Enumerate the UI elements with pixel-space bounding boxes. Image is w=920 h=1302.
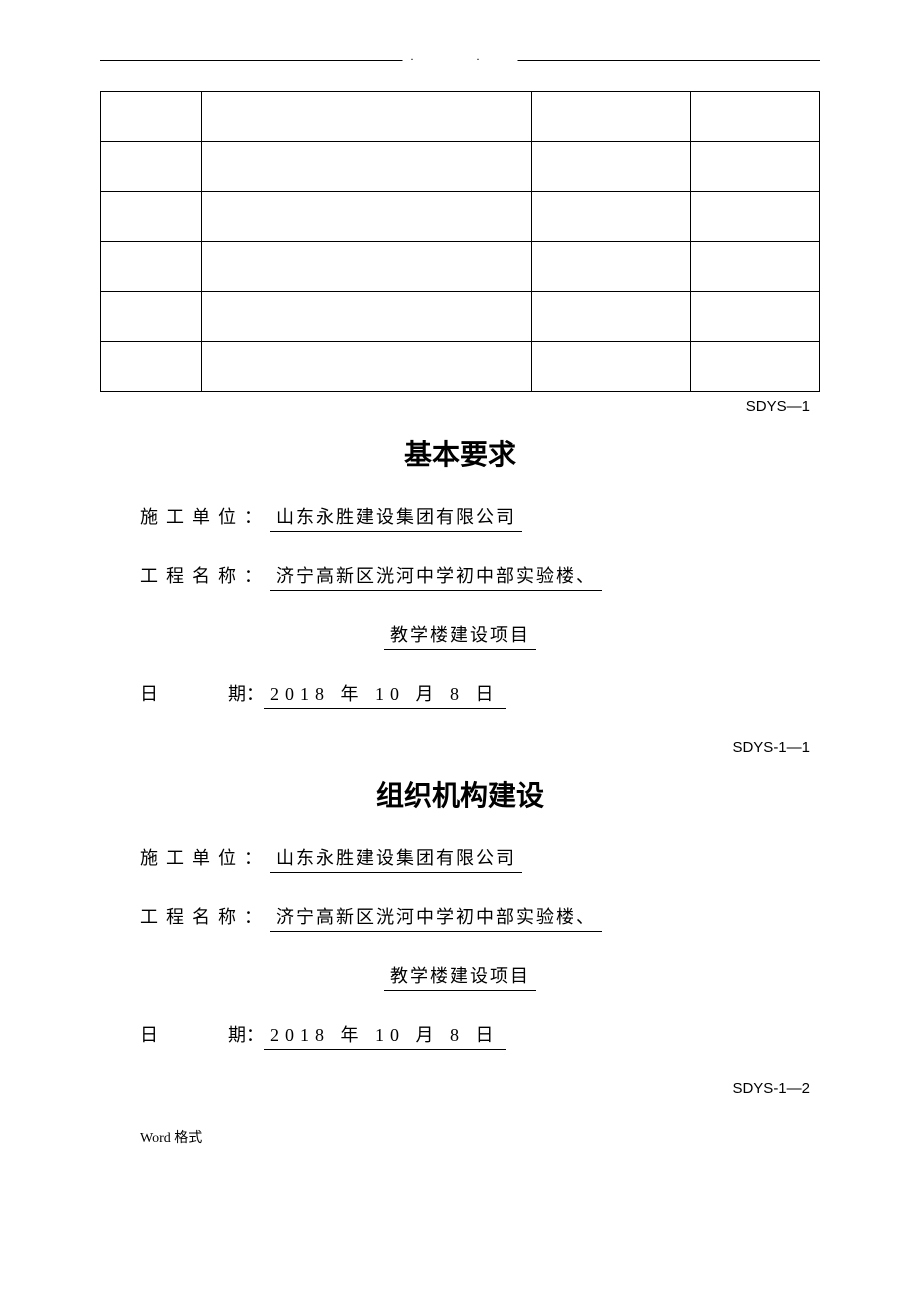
section2-code: SDYS-1—1	[100, 739, 820, 756]
project-value-line1: 济宁高新区洸河中学初中部实验楼、	[270, 903, 602, 932]
section1-project-row: 工程名称： 济宁高新区洸河中学初中部实验楼、	[140, 562, 780, 591]
project-value-line2: 教学楼建设项目	[384, 621, 536, 650]
org-value: 山东永胜建设集团有限公司	[270, 844, 522, 873]
project-value-line2: 教学楼建设项目	[384, 962, 536, 991]
section2-title: 组织机构建设	[100, 774, 820, 814]
page-header-rule: . .	[100, 60, 820, 61]
section1-org-row: 施工单位： 山东永胜建设集团有限公司	[140, 503, 780, 532]
org-label: 施工单位：	[140, 844, 270, 870]
date-value: 2018 年 10 月 8 日	[264, 1021, 506, 1050]
header-dots: . .	[403, 49, 518, 64]
table-row	[101, 242, 820, 292]
org-label: 施工单位：	[140, 503, 270, 529]
project-label: 工程名称：	[140, 903, 270, 929]
table-row	[101, 192, 820, 242]
table-row	[101, 142, 820, 192]
section1-code: SDYS—1	[100, 398, 820, 415]
section2-project-row: 工程名称： 济宁高新区洸河中学初中部实验楼、	[140, 903, 780, 932]
project-label: 工程名称：	[140, 562, 270, 588]
section1-title: 基本要求	[100, 433, 820, 473]
top-empty-table	[100, 91, 820, 392]
date-value: 2018 年 10 月 8 日	[264, 680, 506, 709]
page-footer: Word 格式	[100, 1127, 820, 1147]
date-label-q: 期：	[228, 1021, 264, 1047]
table-row	[101, 342, 820, 392]
section3-code: SDYS-1—2	[100, 1080, 820, 1097]
section2-project-row-cont: 教学楼建设项目	[140, 962, 780, 991]
org-value: 山东永胜建设集团有限公司	[270, 503, 522, 532]
section2-org-row: 施工单位： 山东永胜建设集团有限公司	[140, 844, 780, 873]
section1-date-row: 日 期： 2018 年 10 月 8 日	[140, 680, 780, 709]
table-row	[101, 92, 820, 142]
table-row	[101, 292, 820, 342]
date-label-d: 日	[140, 1021, 158, 1047]
date-label-q: 期：	[228, 680, 264, 706]
date-label-d: 日	[140, 680, 158, 706]
section1-project-row-cont: 教学楼建设项目	[140, 621, 780, 650]
section2-date-row: 日 期： 2018 年 10 月 8 日	[140, 1021, 780, 1050]
project-value-line1: 济宁高新区洸河中学初中部实验楼、	[270, 562, 602, 591]
